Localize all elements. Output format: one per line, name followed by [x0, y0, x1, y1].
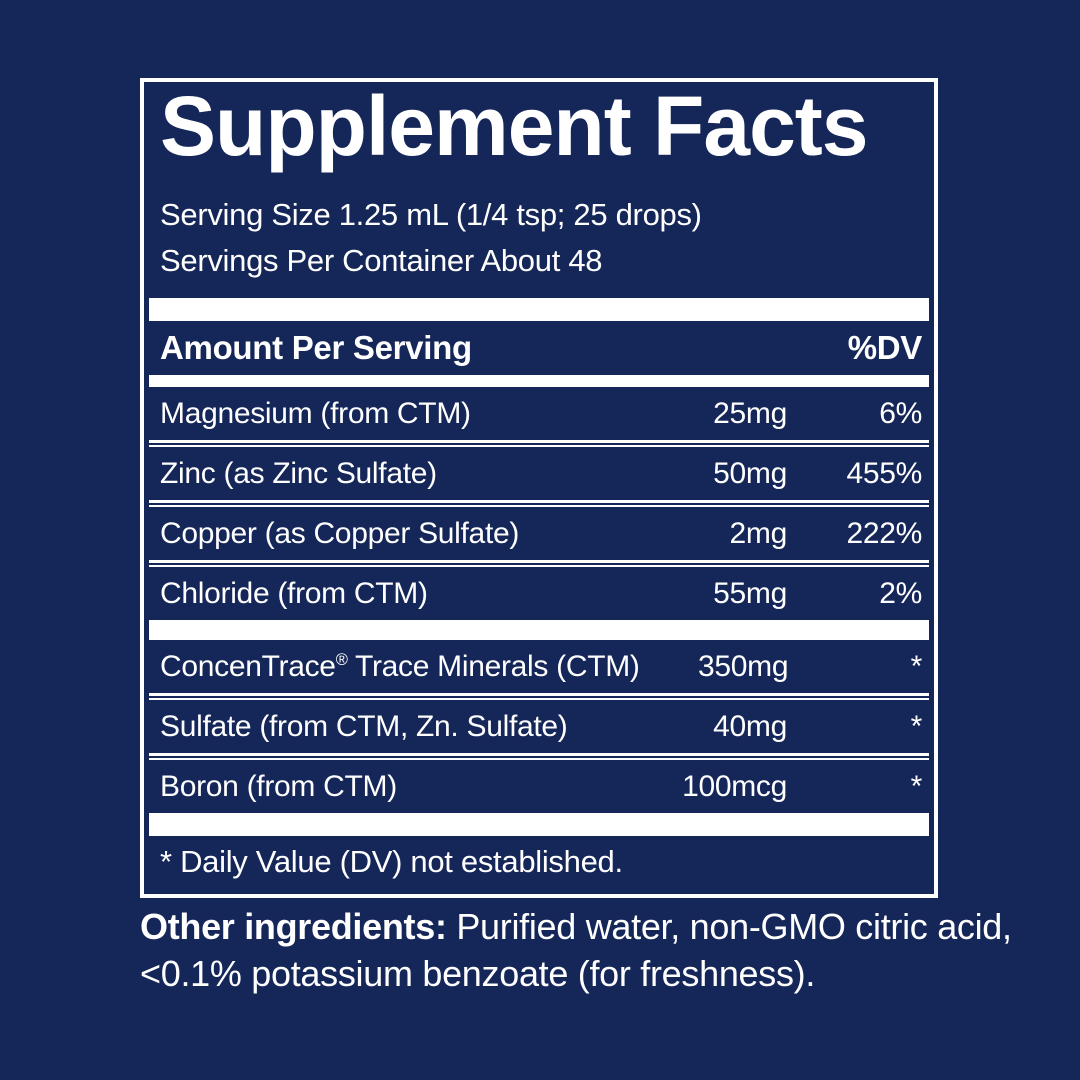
percent-dv-header: %DV: [847, 329, 923, 366]
nutrient-amount: 350mg: [698, 649, 789, 683]
nutrient-name: Magnesium (from CTM): [160, 396, 471, 430]
nutrient-row: Copper (as Copper Sulfate) 2mg 222%: [144, 507, 934, 560]
nutrient-name: Chloride (from CTM): [160, 576, 428, 610]
divider-thick-middle: [149, 620, 929, 640]
other-ingredients-line2: <0.1% potassium benzoate (for freshness)…: [140, 953, 816, 994]
panel-title: Supplement Facts: [160, 79, 868, 173]
nutrient-amount: 40mg: [713, 709, 787, 743]
other-ingredients-line1: Purified water, non-GMO citric acid,: [446, 906, 1012, 947]
other-ingredients-label: Other ingredients:: [140, 906, 447, 947]
nutrient-amount: 50mg: [713, 456, 787, 490]
nutrient-dv: 6%: [879, 396, 922, 430]
nutrient-dv: 2%: [879, 576, 922, 610]
nutrient-amount: 25mg: [713, 396, 787, 430]
row-separator: [149, 693, 929, 700]
divider-thick-top: [149, 298, 929, 321]
nutrient-name: Boron (from CTM): [160, 769, 397, 803]
nutrient-name: Sulfate (from CTM, Zn. Sulfate): [160, 709, 568, 743]
table-header-row: Amount Per Serving %DV: [144, 321, 934, 375]
nutrient-amount: 55mg: [713, 576, 787, 610]
nutrient-name: ConcenTrace® Trace Minerals (CTM): [160, 649, 640, 683]
registered-trademark-symbol: ®: [335, 650, 348, 669]
nutrient-row: Magnesium (from CTM) 25mg 6%: [144, 387, 934, 440]
other-ingredients-block: Other ingredients: Purified water, non-G…: [140, 903, 1080, 997]
row-separator: [149, 500, 929, 507]
nutrient-rows-group-2: ConcenTrace® Trace Minerals (CTM) 350mg * S…: [144, 640, 934, 813]
nutrient-row: Chloride (from CTM) 55mg 2%: [144, 567, 934, 620]
row-separator: [149, 560, 929, 567]
divider-medium: [149, 375, 929, 387]
nutrient-dv: *: [910, 709, 923, 743]
nutrient-dv: *: [910, 769, 923, 803]
nutrient-rows-group-1: Magnesium (from CTM) 25mg 6% Zinc (as Zinc …: [144, 387, 934, 620]
serving-size-line: Serving Size 1.25 mL (1/4 tsp; 25 drops): [160, 197, 702, 232]
nutrient-dv: 222%: [846, 516, 922, 550]
dv-footnote: * Daily Value (DV) not established.: [160, 844, 623, 879]
nutrient-dv: *: [910, 649, 923, 683]
amount-per-serving-header: Amount Per Serving: [160, 329, 472, 366]
divider-thick-bottom: [149, 813, 929, 836]
nutrient-amount: 100mcg: [682, 769, 787, 803]
servings-per-container-line: Servings Per Container About 48: [160, 243, 603, 278]
supplement-facts-panel: Supplement Facts Serving Size 1.25 mL (1…: [140, 78, 938, 898]
nutrient-row: Zinc (as Zinc Sulfate) 50mg 455%: [144, 447, 934, 500]
row-separator: [149, 440, 929, 447]
nutrient-amount: 2mg: [729, 516, 788, 550]
nutrient-name: Zinc (as Zinc Sulfate): [160, 456, 437, 490]
nutrient-row: Boron (from CTM) 100mcg *: [144, 760, 934, 813]
nutrient-row: ConcenTrace® Trace Minerals (CTM) 350mg *: [144, 640, 934, 693]
row-separator: [149, 753, 929, 760]
nutrient-name: Copper (as Copper Sulfate): [160, 516, 520, 550]
nutrient-dv: 455%: [846, 456, 922, 490]
nutrient-row: Sulfate (from CTM, Zn. Sulfate) 40mg *: [144, 700, 934, 753]
